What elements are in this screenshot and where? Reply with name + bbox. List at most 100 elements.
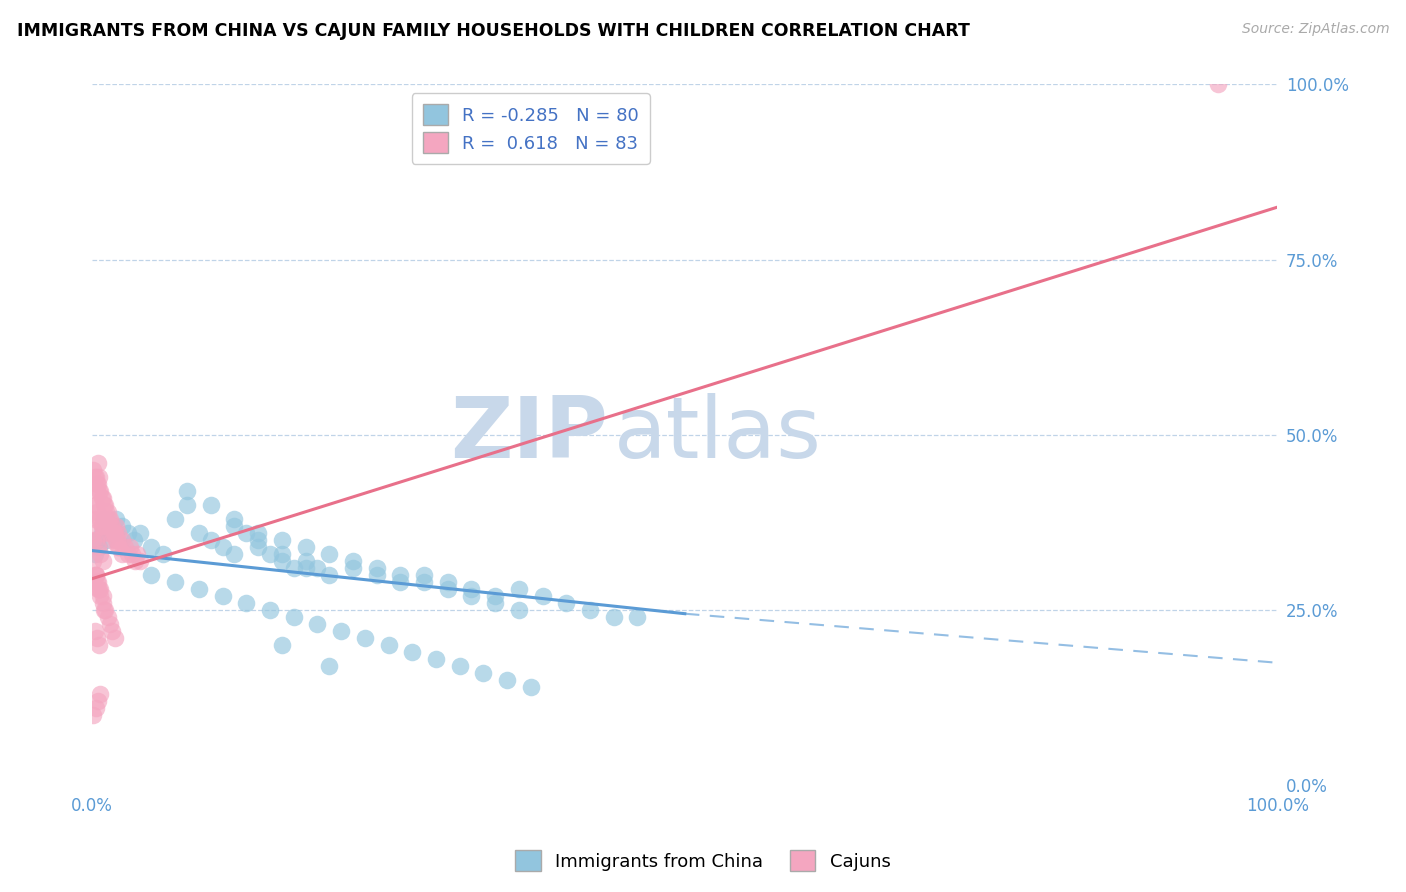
Point xyxy=(86,575,108,590)
Point xyxy=(626,610,648,624)
Point xyxy=(103,526,125,541)
Point xyxy=(141,540,163,554)
Point xyxy=(104,632,127,646)
Point xyxy=(108,540,131,554)
Point xyxy=(294,554,316,568)
Point xyxy=(508,603,530,617)
Point xyxy=(89,483,111,498)
Point xyxy=(103,526,125,541)
Point xyxy=(425,652,447,666)
Point xyxy=(82,526,104,541)
Point xyxy=(117,547,139,561)
Point xyxy=(89,638,111,652)
Point xyxy=(83,568,105,582)
Point xyxy=(111,533,134,547)
Point xyxy=(270,554,292,568)
Point xyxy=(436,582,458,597)
Point xyxy=(318,659,340,673)
Point xyxy=(89,512,111,526)
Point xyxy=(436,575,458,590)
Point xyxy=(235,596,257,610)
Point xyxy=(91,589,114,603)
Point xyxy=(120,540,142,554)
Point xyxy=(449,659,471,673)
Point xyxy=(87,694,110,708)
Point xyxy=(84,533,107,547)
Point xyxy=(93,512,115,526)
Point xyxy=(93,512,115,526)
Point xyxy=(211,540,233,554)
Point xyxy=(107,526,129,541)
Point xyxy=(89,582,111,597)
Point xyxy=(318,547,340,561)
Point xyxy=(579,603,602,617)
Point xyxy=(91,554,114,568)
Point xyxy=(104,526,127,541)
Point xyxy=(377,638,399,652)
Point xyxy=(259,603,281,617)
Point xyxy=(83,512,105,526)
Point xyxy=(89,589,111,603)
Point xyxy=(460,582,482,597)
Point xyxy=(82,533,104,547)
Point xyxy=(87,582,110,597)
Point xyxy=(401,645,423,659)
Point xyxy=(104,512,127,526)
Point xyxy=(318,568,340,582)
Point xyxy=(94,603,117,617)
Point xyxy=(124,554,146,568)
Point xyxy=(117,526,139,541)
Point xyxy=(224,547,246,561)
Point xyxy=(283,561,305,575)
Point xyxy=(84,568,107,582)
Point xyxy=(389,568,412,582)
Point xyxy=(91,491,114,505)
Point xyxy=(90,491,112,505)
Point xyxy=(508,582,530,597)
Point xyxy=(342,561,364,575)
Point xyxy=(87,456,110,470)
Point xyxy=(200,498,222,512)
Point xyxy=(93,498,115,512)
Text: IMMIGRANTS FROM CHINA VS CAJUN FAMILY HOUSEHOLDS WITH CHILDREN CORRELATION CHART: IMMIGRANTS FROM CHINA VS CAJUN FAMILY HO… xyxy=(17,22,970,40)
Point xyxy=(91,596,114,610)
Point xyxy=(98,617,121,632)
Point xyxy=(107,540,129,554)
Point xyxy=(366,568,388,582)
Point xyxy=(83,498,105,512)
Point xyxy=(330,624,353,639)
Point xyxy=(366,561,388,575)
Point xyxy=(111,547,134,561)
Point xyxy=(104,533,127,547)
Point xyxy=(496,673,519,688)
Point xyxy=(531,589,554,603)
Point xyxy=(294,540,316,554)
Point xyxy=(555,596,578,610)
Point xyxy=(87,575,110,590)
Point xyxy=(84,498,107,512)
Point xyxy=(87,540,110,554)
Point xyxy=(413,575,436,590)
Point xyxy=(283,610,305,624)
Text: ZIP: ZIP xyxy=(450,393,607,476)
Point xyxy=(1206,78,1229,92)
Point xyxy=(89,687,111,701)
Point xyxy=(90,519,112,533)
Point xyxy=(176,483,198,498)
Point xyxy=(200,533,222,547)
Point xyxy=(96,533,118,547)
Point xyxy=(247,526,270,541)
Point xyxy=(89,470,111,484)
Point xyxy=(105,533,128,547)
Point xyxy=(152,547,174,561)
Point xyxy=(141,568,163,582)
Point xyxy=(96,519,118,533)
Point xyxy=(101,624,124,639)
Point xyxy=(86,632,108,646)
Point xyxy=(127,547,149,561)
Point xyxy=(98,512,121,526)
Text: Source: ZipAtlas.com: Source: ZipAtlas.com xyxy=(1241,22,1389,37)
Point xyxy=(96,505,118,519)
Point xyxy=(87,477,110,491)
Point xyxy=(176,498,198,512)
